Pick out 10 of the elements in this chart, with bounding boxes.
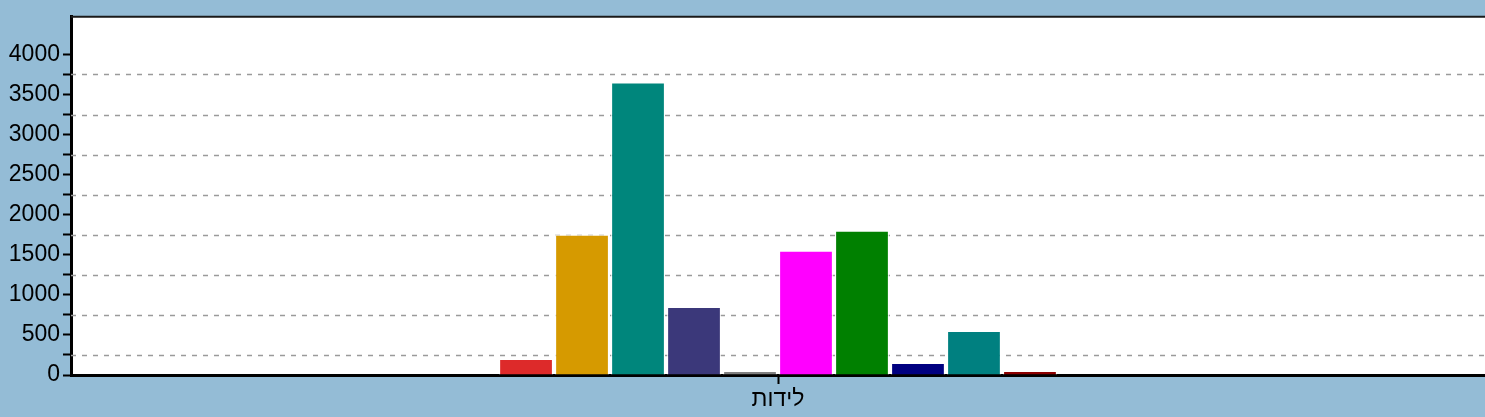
y-tick-label: 2000 (8, 200, 60, 227)
y-tick-label: 2500 (8, 160, 60, 187)
x-tick-label: לידות (751, 385, 805, 412)
y-tick-label: 500 (21, 320, 60, 347)
y-tick-label: 4000 (8, 39, 60, 66)
y-tick-label: 3500 (8, 79, 60, 106)
y-tick-label: 1000 (8, 280, 60, 307)
y-tick-label: 0 (47, 360, 60, 387)
y-tick-label: 1500 (8, 240, 60, 267)
y-tick-label: 3000 (8, 119, 60, 146)
